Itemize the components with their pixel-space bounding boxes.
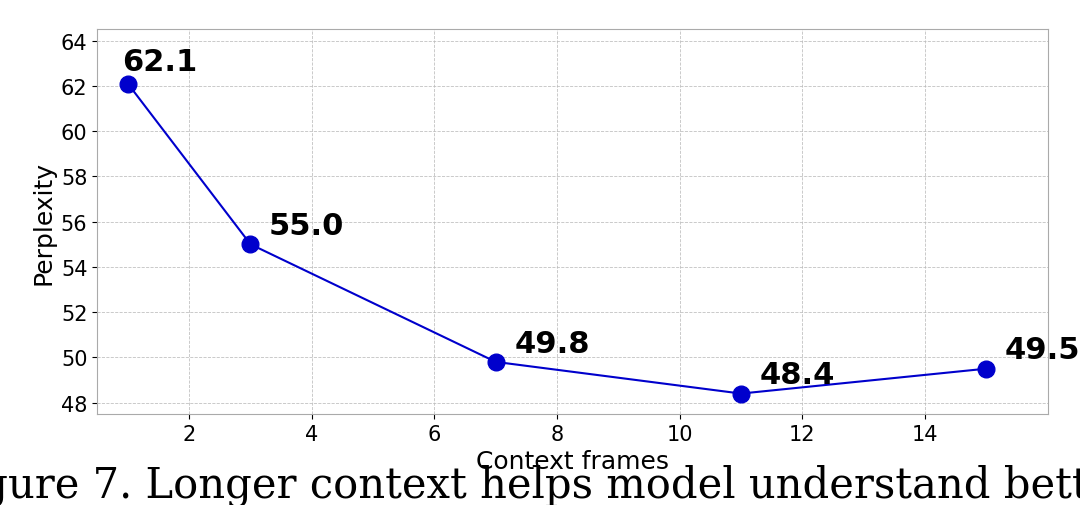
Text: 48.4: 48.4 [759, 361, 835, 390]
Text: Figure 7. Longer context helps model understand better.: Figure 7. Longer context helps model und… [0, 464, 1080, 505]
Y-axis label: Perplexity: Perplexity [31, 160, 55, 284]
Text: 49.8: 49.8 [514, 329, 590, 358]
Text: 62.1: 62.1 [122, 48, 197, 77]
X-axis label: Context frames: Context frames [476, 449, 669, 473]
Text: 55.0: 55.0 [269, 212, 345, 240]
Text: 49.5: 49.5 [1004, 336, 1080, 365]
